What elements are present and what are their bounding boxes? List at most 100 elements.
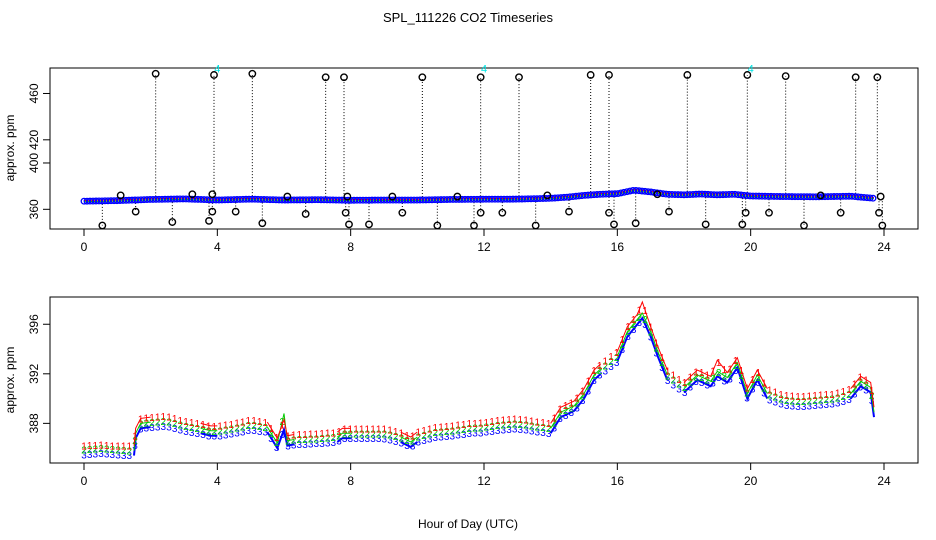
- series-3-marker: 3: [98, 449, 104, 460]
- series-2-line: [683, 361, 768, 395]
- spike-low-point: [470, 221, 478, 230]
- series-1-marker: 1: [410, 431, 416, 442]
- series-2-marker: 2: [353, 429, 359, 440]
- series-3-marker: 3: [331, 438, 337, 449]
- series-1-marker: 1: [331, 428, 337, 439]
- spike-low-point: [741, 208, 750, 217]
- series-3-marker: 3: [115, 450, 121, 461]
- series-2-marker: 2: [359, 429, 365, 440]
- series-2-marker: 2: [348, 429, 354, 440]
- series-3-marker: 3: [665, 376, 671, 387]
- series-3-marker: 3: [93, 449, 99, 460]
- series-2-marker: 2: [161, 417, 167, 428]
- cyan-label: 4: [748, 64, 754, 76]
- series-2-marker: 2: [512, 420, 518, 431]
- series-1-line: [400, 431, 418, 438]
- series-3-marker: 3: [569, 408, 575, 419]
- series-1-marker: 1: [790, 391, 796, 402]
- series-1-marker: 1: [206, 421, 212, 432]
- series-3-marker: 3: [580, 396, 586, 407]
- series-1-line: [337, 427, 351, 433]
- series-1-marker: 1: [127, 442, 133, 453]
- series-2-marker: 2: [756, 373, 762, 384]
- series-3-line: [336, 437, 351, 443]
- series-2-marker: 2: [319, 434, 325, 445]
- series-1-marker: 1: [682, 378, 688, 389]
- series-2-marker: 2: [189, 423, 195, 434]
- series-3-marker: 3: [257, 427, 263, 438]
- bottom-x-tick-label: 4: [214, 474, 221, 488]
- series-3-marker: 3: [523, 426, 529, 437]
- series-1-marker: 1: [478, 418, 484, 429]
- series-3-marker: 3: [404, 441, 410, 452]
- series-2-marker: 2: [427, 429, 433, 440]
- outlier-point: [876, 192, 885, 201]
- series-2-marker: 2: [450, 427, 456, 438]
- series-1-marker: 1: [438, 423, 444, 434]
- outlier-point: [453, 192, 462, 201]
- top-y-tick-label: 400: [27, 153, 41, 173]
- series-2-marker: 2: [302, 435, 308, 446]
- series-2-marker: 2: [739, 371, 745, 382]
- series-3-marker: 3: [603, 366, 609, 377]
- series-1-marker: 1: [370, 424, 376, 435]
- series-3-marker: 3: [81, 450, 87, 461]
- series-3-marker: 3: [801, 402, 807, 413]
- series-2-marker: 2: [620, 340, 626, 351]
- series-2-marker: 2: [229, 425, 235, 436]
- series-2-marker: 2: [285, 437, 291, 448]
- series-1-marker: 1: [138, 414, 144, 425]
- series-1-marker: 1: [620, 335, 626, 346]
- series-1-marker: 1: [393, 427, 399, 438]
- series-1-marker: 1: [659, 353, 665, 364]
- series-2-marker: 2: [807, 396, 813, 407]
- series-2-marker: 2: [251, 421, 257, 432]
- series-1-marker: 1: [750, 375, 756, 386]
- series-1-marker: 1: [552, 413, 558, 424]
- series-2-marker: 2: [393, 432, 399, 443]
- series-3-marker: 3: [518, 425, 524, 436]
- series-1-marker: 1: [722, 365, 728, 376]
- series-2-line: [200, 427, 218, 432]
- series-3-marker: 3: [251, 426, 257, 437]
- series-3-marker: 3: [846, 395, 852, 406]
- series-1-marker: 1: [484, 418, 490, 429]
- series-1-marker: 1: [268, 424, 274, 435]
- series-3-marker: 3: [297, 440, 303, 451]
- top-x-tick-label: 8: [347, 240, 354, 254]
- series-1-marker: 1: [353, 424, 359, 435]
- spike-high-point: [340, 73, 348, 82]
- series-3-marker: 3: [229, 430, 235, 441]
- series-1-marker: 1: [416, 428, 422, 439]
- series-1-marker: 1: [540, 418, 546, 429]
- spike-low-point: [345, 220, 353, 229]
- series-1-marker: 1: [399, 428, 405, 439]
- series-3-marker: 3: [773, 398, 779, 409]
- series-1-marker: 1: [614, 348, 620, 359]
- series-3-marker: 3: [529, 426, 535, 437]
- series-3-marker: 3: [858, 383, 864, 394]
- series-2-marker: 2: [172, 419, 178, 430]
- series-1-marker: 1: [495, 416, 501, 427]
- series-3-marker: 3: [206, 431, 212, 442]
- series-2-marker: 2: [183, 422, 189, 433]
- series-1-marker: 1: [744, 384, 750, 395]
- series-2-marker: 2: [297, 435, 303, 446]
- series-3-marker: 3: [693, 377, 699, 388]
- series-3-marker: 3: [138, 424, 144, 435]
- series-1-line: [133, 416, 151, 446]
- series-1-marker: 1: [115, 442, 121, 453]
- bottom-x-axis: 0 4 8 12 16 20 24: [81, 463, 891, 488]
- series-2-marker: 2: [342, 429, 348, 440]
- series-1-line: [550, 363, 602, 424]
- spike-low-point: [836, 208, 845, 217]
- series-3-marker: 3: [450, 431, 456, 442]
- series-3-marker: 3: [852, 390, 858, 401]
- series-2-marker: 2: [212, 427, 218, 438]
- series-3-marker: 3: [121, 451, 127, 462]
- series-1-marker: 1: [546, 419, 552, 430]
- series-1-marker: 1: [597, 361, 603, 372]
- series-3-marker: 3: [750, 385, 756, 396]
- series-2-marker: 2: [206, 426, 212, 437]
- series-1-marker: 1: [801, 392, 807, 403]
